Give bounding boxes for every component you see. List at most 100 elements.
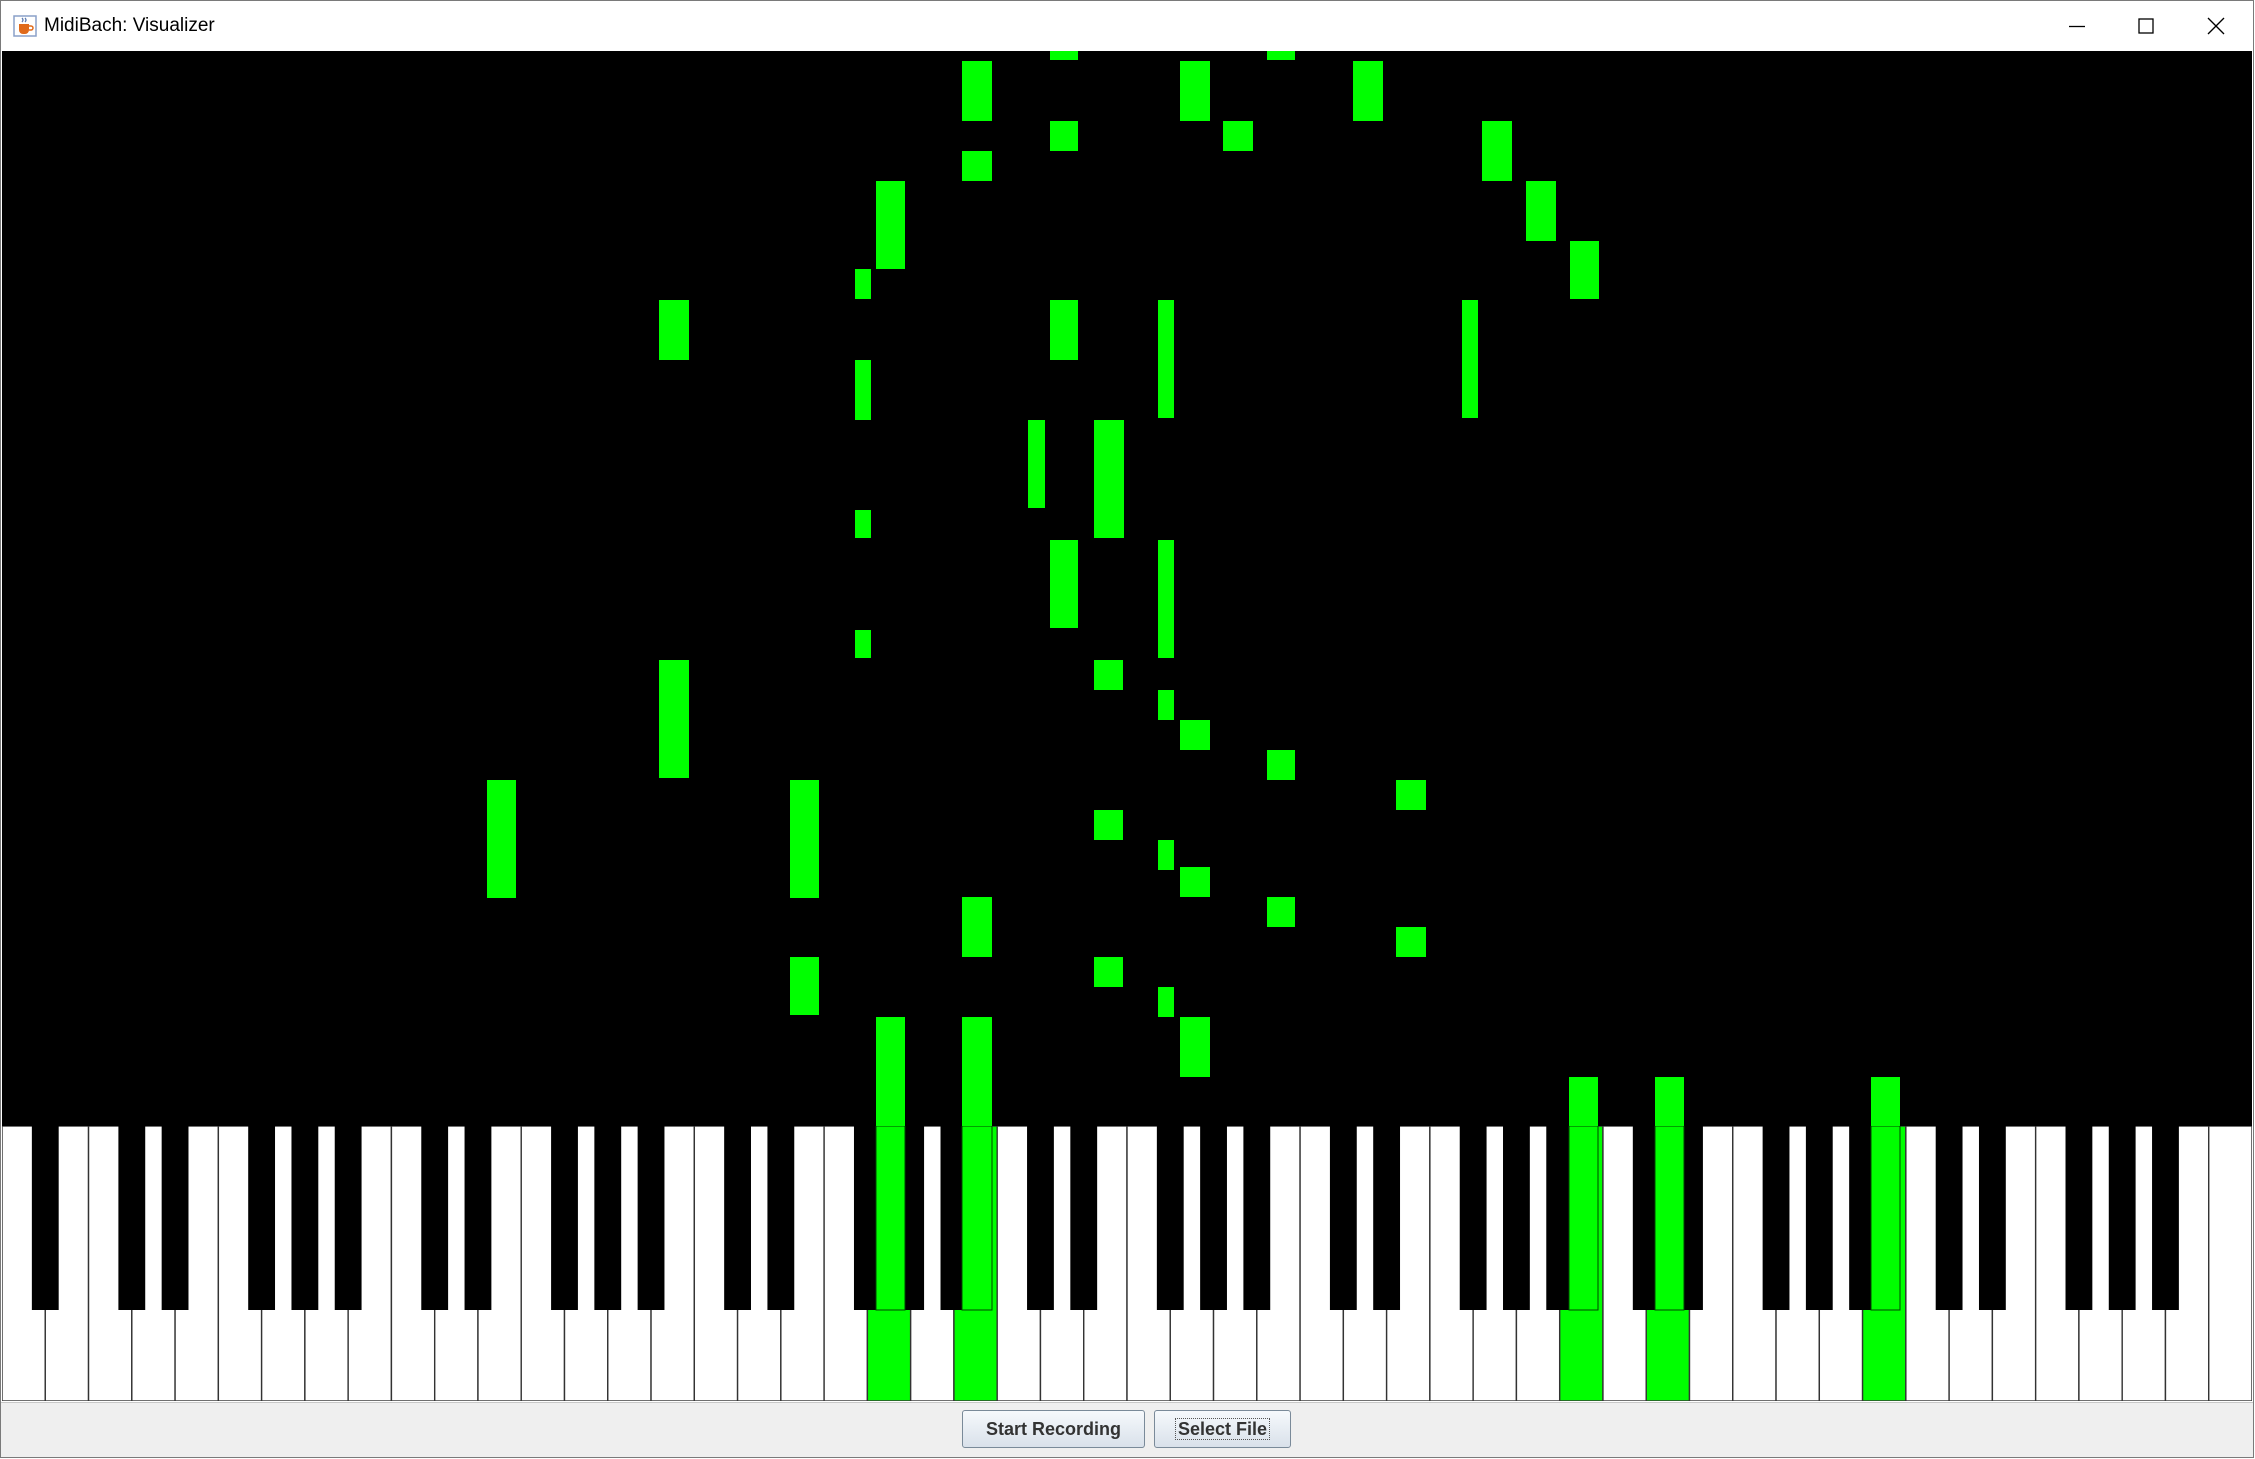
falling-note <box>1094 957 1123 987</box>
falling-note <box>1094 810 1123 840</box>
falling-note <box>1158 987 1174 1017</box>
piano-keyboard[interactable] <box>2 1126 2252 1401</box>
falling-note <box>1180 61 1210 121</box>
falling-notes-layer <box>487 51 1900 1126</box>
black-key[interactable] <box>421 1126 449 1310</box>
maximize-icon <box>2138 18 2154 34</box>
black-key[interactable] <box>1329 1126 1357 1310</box>
falling-note <box>659 660 689 778</box>
falling-note <box>1050 51 1078 60</box>
close-button[interactable] <box>2182 1 2250 51</box>
black-key[interactable] <box>594 1126 622 1310</box>
black-key[interactable] <box>1027 1126 1054 1310</box>
black-key[interactable] <box>2152 1126 2179 1310</box>
falling-note <box>1158 300 1174 418</box>
falling-note <box>790 780 819 898</box>
select-file-label: Select File <box>1174 1418 1271 1440</box>
black-key[interactable] <box>248 1126 276 1310</box>
falling-note <box>1158 690 1174 720</box>
black-key[interactable] <box>1805 1126 1833 1310</box>
falling-note <box>659 300 689 360</box>
falling-note <box>962 897 992 957</box>
black-key[interactable] <box>1978 1126 2006 1310</box>
minimize-button[interactable] <box>2043 1 2111 51</box>
start-recording-button[interactable]: Start Recording <box>962 1410 1145 1448</box>
black-key[interactable] <box>637 1126 665 1310</box>
falling-note <box>855 510 871 538</box>
falling-note <box>1180 1017 1210 1077</box>
black-key[interactable] <box>1459 1126 1487 1310</box>
falling-note <box>1050 540 1078 628</box>
falling-note <box>1094 660 1123 690</box>
active-note-marker <box>1870 1126 1901 1311</box>
maximize-button[interactable] <box>2112 1 2180 51</box>
black-key[interactable] <box>1156 1126 1184 1310</box>
black-key[interactable] <box>2065 1126 2093 1310</box>
falling-note <box>1223 121 1253 151</box>
black-key[interactable] <box>1243 1126 1271 1310</box>
falling-note <box>487 780 516 898</box>
falling-note <box>855 360 871 420</box>
falling-note <box>790 957 819 1015</box>
falling-note <box>1526 181 1556 241</box>
black-key[interactable] <box>161 1126 189 1310</box>
falling-note <box>1482 121 1512 181</box>
falling-note <box>1655 1077 1684 1126</box>
falling-note <box>855 269 871 299</box>
falling-note <box>1267 897 1295 927</box>
black-key[interactable] <box>724 1126 751 1310</box>
black-key[interactable] <box>334 1126 362 1310</box>
black-key[interactable] <box>464 1126 492 1310</box>
control-bar: Start Recording Select File <box>1 1402 2253 1457</box>
black-key[interactable] <box>767 1126 795 1310</box>
falling-note <box>1569 1077 1598 1126</box>
falling-note <box>1050 300 1078 360</box>
window-title: MidiBach: Visualizer <box>44 15 215 36</box>
falling-note <box>1396 780 1426 810</box>
black-key[interactable] <box>1070 1126 1098 1310</box>
active-note-marker <box>875 1126 906 1311</box>
active-note-marker <box>1568 1126 1599 1311</box>
falling-note <box>1353 61 1383 121</box>
black-key[interactable] <box>1503 1126 1530 1310</box>
black-key[interactable] <box>31 1126 59 1310</box>
black-key[interactable] <box>551 1126 578 1310</box>
black-key[interactable] <box>118 1126 146 1310</box>
falling-note <box>1180 867 1210 897</box>
close-icon <box>2207 17 2225 35</box>
falling-note <box>1871 1077 1900 1126</box>
active-note-marker <box>1654 1126 1685 1311</box>
select-file-button[interactable]: Select File <box>1154 1410 1291 1448</box>
falling-note <box>1267 51 1295 60</box>
falling-note <box>855 630 871 658</box>
falling-note <box>1462 300 1478 418</box>
falling-note <box>1180 720 1210 750</box>
falling-note <box>962 61 992 121</box>
minimize-icon <box>2069 25 2085 28</box>
falling-note <box>1267 750 1295 780</box>
black-key[interactable] <box>1200 1126 1227 1310</box>
falling-note <box>1028 420 1045 508</box>
active-note-marker <box>961 1126 993 1311</box>
falling-note <box>962 151 992 181</box>
falling-note <box>962 1017 992 1126</box>
note-visualizer-canvas <box>2 51 2252 1126</box>
falling-note <box>876 181 905 269</box>
piano-keys-layer[interactable] <box>2 1126 2252 1401</box>
falling-note <box>1094 420 1124 538</box>
falling-note <box>1396 927 1426 957</box>
falling-note <box>1158 840 1174 870</box>
black-key[interactable] <box>1373 1126 1401 1310</box>
falling-note <box>876 1017 905 1126</box>
black-key[interactable] <box>2108 1126 2136 1310</box>
black-key[interactable] <box>291 1126 319 1310</box>
falling-note <box>1570 241 1599 299</box>
falling-note <box>1050 121 1078 151</box>
black-key[interactable] <box>1762 1126 1790 1310</box>
white-key[interactable] <box>2208 1126 2252 1401</box>
title-bar[interactable]: MidiBach: Visualizer <box>1 1 2253 51</box>
black-key[interactable] <box>1935 1126 1963 1310</box>
java-cup-icon <box>13 15 37 37</box>
falling-note <box>1158 540 1174 658</box>
